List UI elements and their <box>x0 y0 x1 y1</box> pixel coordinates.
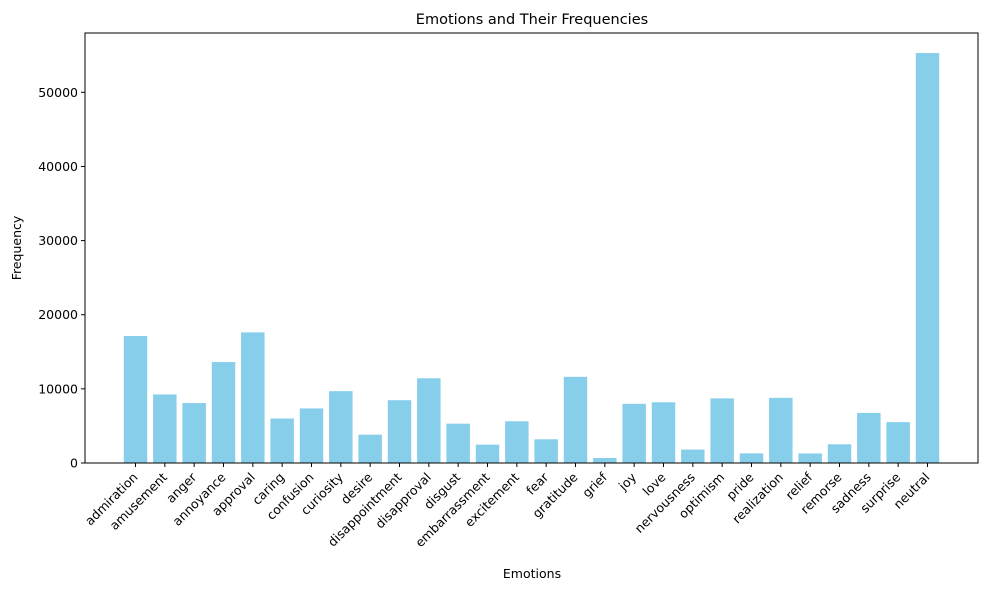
bar-caring <box>270 418 294 463</box>
bar-nervousness <box>681 449 705 463</box>
bars-group <box>123 53 940 463</box>
bar-disapproval <box>417 378 441 463</box>
bar-remorse <box>827 444 852 463</box>
bar-admiration <box>123 335 148 463</box>
bar-optimism <box>710 398 734 463</box>
bar-approval <box>241 332 265 463</box>
bar-excitement <box>505 421 529 463</box>
bar-grief <box>593 458 617 463</box>
bar-surprise <box>886 422 910 463</box>
plot-frame <box>84 32 979 464</box>
bar-gratitude <box>563 376 588 463</box>
bar-joy <box>622 403 646 463</box>
bar-relief <box>798 453 822 463</box>
bar-neutral <box>915 53 940 463</box>
y-axis-label: Frequency <box>9 215 24 280</box>
y-tick-label: 40000 <box>38 159 78 174</box>
bar-amusement <box>153 394 177 463</box>
bar-embarrassment <box>475 444 500 463</box>
bar-desire <box>358 434 382 463</box>
bar-fear <box>534 439 558 463</box>
x-axis: admirationamusementangerannoyanceapprova… <box>82 463 933 550</box>
y-tick-label: 10000 <box>38 381 78 396</box>
y-tick-label: 20000 <box>38 307 78 322</box>
bar-love <box>651 402 676 463</box>
bar-sadness <box>857 412 881 463</box>
x-axis-label: Emotions <box>503 566 561 581</box>
bar-pride <box>739 453 764 463</box>
bar-annoyance <box>211 362 236 463</box>
x-tick-label: joy <box>615 469 640 494</box>
y-tick-label: 0 <box>70 456 78 471</box>
bar-confusion <box>299 408 324 463</box>
chart-title: Emotions and Their Frequencies <box>416 12 648 28</box>
bar-disappointment <box>387 400 412 463</box>
bar-disgust <box>446 423 470 463</box>
y-axis: 0 10000 20000 30000 40000 50000 <box>38 85 85 471</box>
y-tick-label: 50000 <box>38 85 78 100</box>
bar-anger <box>182 403 206 463</box>
bar-curiosity <box>329 391 353 463</box>
bar-realization <box>769 397 793 463</box>
x-tick-label: grief <box>579 469 610 500</box>
y-tick-label: 30000 <box>38 233 78 248</box>
